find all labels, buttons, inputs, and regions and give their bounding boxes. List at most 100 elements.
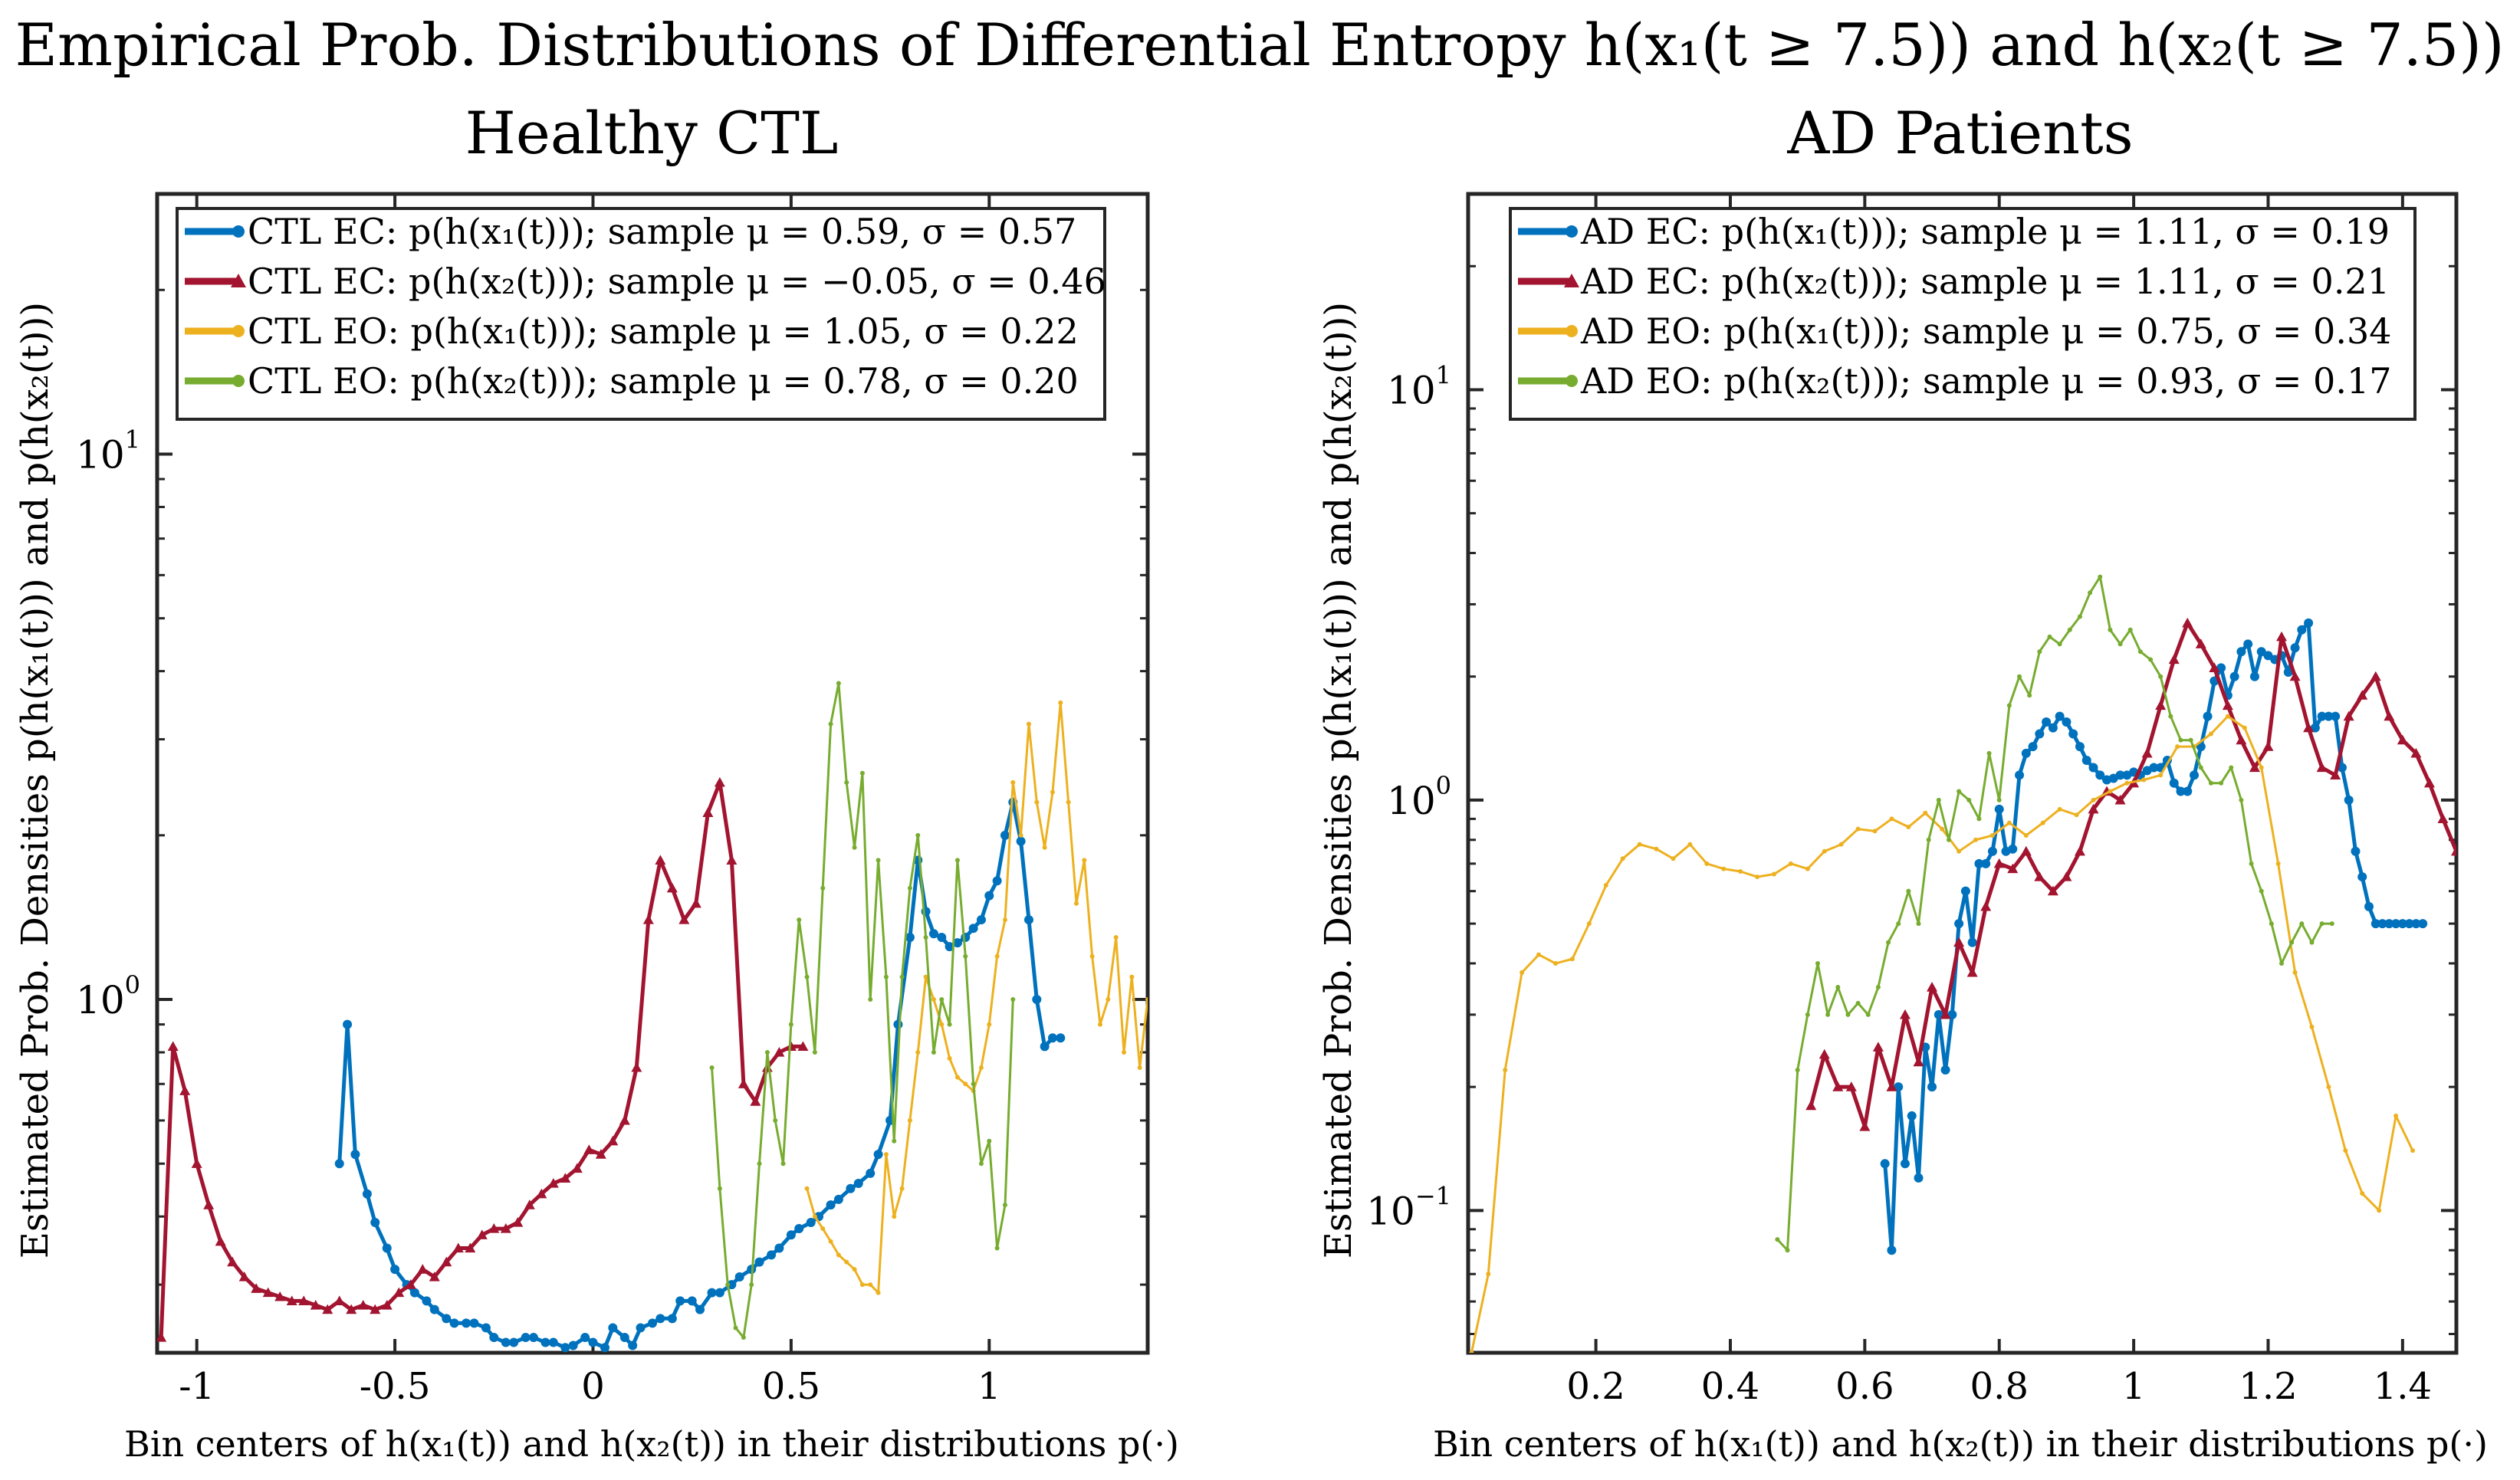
x-tick-label: 0.4 bbox=[1701, 1365, 1759, 1408]
data-point bbox=[2236, 734, 2247, 745]
data-point bbox=[876, 858, 881, 863]
data-point bbox=[978, 1161, 984, 1167]
data-point bbox=[2242, 725, 2247, 730]
data-point bbox=[666, 882, 678, 893]
data-point bbox=[548, 1337, 558, 1347]
data-point bbox=[2397, 734, 2408, 745]
series-line bbox=[159, 780, 805, 1340]
data-point bbox=[2279, 960, 2285, 966]
data-point bbox=[2095, 770, 2105, 780]
data-point bbox=[167, 1041, 179, 1051]
data-point bbox=[334, 1159, 344, 1169]
data-point bbox=[1934, 1009, 1943, 1019]
data-point bbox=[1026, 721, 1031, 727]
data-point bbox=[580, 1333, 590, 1343]
legend-item: AD EO: p(h(x₁(t))); sample μ = 0.75, σ =… bbox=[1518, 310, 2391, 352]
data-point bbox=[2249, 861, 2254, 866]
data-point bbox=[1966, 966, 1978, 977]
series-group bbox=[1469, 574, 2456, 1353]
data-point bbox=[2114, 794, 2126, 805]
legend-marker bbox=[1566, 225, 1578, 238]
data-point bbox=[2006, 820, 2012, 825]
data-point bbox=[1023, 915, 1033, 925]
data-point bbox=[2148, 657, 2154, 662]
data-point bbox=[1872, 829, 1878, 834]
data-point bbox=[1981, 858, 1991, 868]
data-point bbox=[1603, 883, 1608, 888]
data-point bbox=[2423, 777, 2435, 788]
data-point bbox=[797, 917, 802, 923]
legend-item: CTL EO: p(h(x₁(t))); sample μ = 1.05, σ … bbox=[185, 310, 1079, 352]
data-point bbox=[971, 1081, 976, 1087]
data-point bbox=[1957, 789, 1962, 794]
data-point bbox=[1889, 816, 1894, 822]
data-point bbox=[2057, 642, 2062, 647]
data-point bbox=[2394, 1113, 2399, 1118]
data-point bbox=[915, 1050, 921, 1055]
data-point bbox=[859, 770, 865, 776]
data-point bbox=[1771, 871, 1776, 877]
data-point bbox=[2243, 639, 2253, 649]
data-point bbox=[481, 1323, 491, 1333]
data-point bbox=[828, 721, 833, 727]
data-point bbox=[963, 1081, 968, 1087]
data-point bbox=[2088, 590, 2093, 596]
data-point bbox=[2188, 737, 2193, 743]
data-point bbox=[907, 1117, 912, 1123]
data-point bbox=[1002, 1203, 1007, 1208]
data-point bbox=[1654, 846, 1659, 852]
legend-item: CTL EO: p(h(x₂(t))); sample μ = 0.78, σ … bbox=[185, 360, 1079, 402]
legend-item: AD EO: p(h(x₂(t))); sample μ = 0.93, σ =… bbox=[1518, 360, 2391, 402]
data-point bbox=[2198, 765, 2203, 770]
axes-frame bbox=[1466, 192, 2459, 1355]
data-point bbox=[1980, 901, 1992, 911]
data-point bbox=[1936, 797, 1941, 802]
data-point bbox=[1973, 837, 1979, 842]
data-point bbox=[362, 1189, 372, 1199]
data-point bbox=[937, 932, 947, 942]
data-point bbox=[1082, 858, 1087, 863]
data-point bbox=[1520, 970, 1525, 975]
data-point bbox=[540, 1337, 550, 1347]
data-point bbox=[734, 1272, 744, 1281]
data-point bbox=[1894, 1082, 1904, 1092]
data-point bbox=[619, 1114, 630, 1125]
data-point bbox=[2055, 711, 2065, 721]
data-point bbox=[994, 1245, 1000, 1251]
data-point bbox=[370, 1304, 381, 1314]
data-point bbox=[2451, 845, 2456, 856]
data-point bbox=[1896, 921, 1901, 927]
data-point bbox=[1097, 1022, 1102, 1027]
data-point bbox=[804, 1186, 810, 1191]
data-point bbox=[2047, 634, 2052, 639]
data-point bbox=[608, 1323, 618, 1333]
data-point bbox=[2028, 742, 2038, 752]
data-point bbox=[310, 1299, 321, 1310]
data-point bbox=[868, 997, 873, 1003]
data-point bbox=[788, 1022, 793, 1027]
data-point bbox=[1552, 960, 1558, 966]
data-point bbox=[1586, 921, 1592, 927]
data-point bbox=[1073, 901, 1079, 906]
data-point bbox=[2088, 803, 2099, 814]
data-point bbox=[1880, 1159, 1890, 1169]
data-point bbox=[636, 1323, 646, 1333]
data-point bbox=[469, 1318, 479, 1328]
legend-item: AD EC: p(h(x₁(t))); sample μ = 1.11, σ =… bbox=[1518, 211, 2390, 252]
data-point bbox=[987, 1022, 992, 1027]
data-point bbox=[928, 929, 938, 939]
data-point bbox=[2158, 674, 2164, 679]
data-point bbox=[2169, 778, 2179, 788]
data-point bbox=[2317, 711, 2327, 721]
data-point bbox=[844, 779, 849, 785]
data-point bbox=[2061, 871, 2072, 881]
y-axis-label: Estimated Prob. Densities p(h(x₁(t))) an… bbox=[14, 302, 57, 1258]
data-point bbox=[2155, 700, 2167, 710]
data-point bbox=[2329, 921, 2334, 927]
y-tick-exponent: 0 bbox=[125, 970, 140, 999]
x-tick-label: 1 bbox=[2122, 1365, 2146, 1408]
data-point bbox=[381, 1299, 393, 1310]
data-point bbox=[2309, 940, 2315, 945]
data-point bbox=[764, 1050, 770, 1055]
